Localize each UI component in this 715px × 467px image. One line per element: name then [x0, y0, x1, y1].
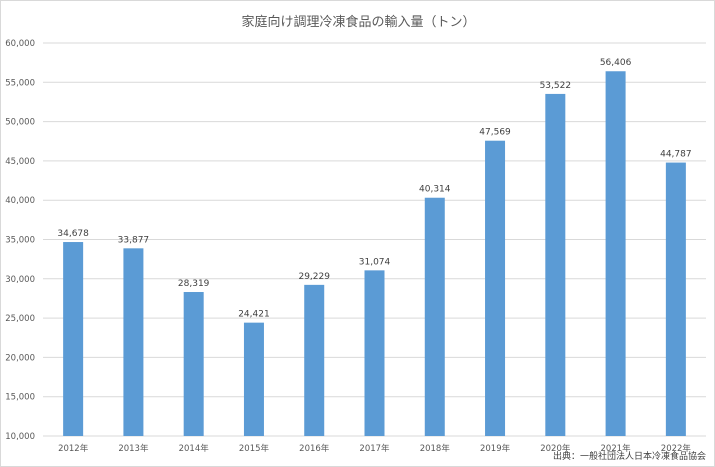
data-label: 56,406: [600, 58, 632, 68]
x-tick-label: 2012年: [58, 443, 89, 454]
x-tick-label: 2017年: [359, 443, 390, 454]
bar: [364, 270, 385, 436]
data-label: 44,787: [660, 150, 692, 160]
y-tick-label: 30,000: [5, 275, 35, 285]
y-tick-label: 25,000: [5, 314, 35, 324]
y-tick-label: 50,000: [5, 118, 35, 128]
bar: [545, 93, 566, 436]
data-label: 34,678: [57, 229, 89, 239]
y-tick-label: 60,000: [5, 39, 35, 49]
data-label: 29,229: [298, 272, 330, 282]
bar: [424, 197, 445, 436]
y-tick-label: 10,000: [5, 432, 35, 442]
chart-title: 家庭向け調理冷凍食品の輸入量（トン）: [241, 15, 476, 30]
data-label: 53,522: [540, 81, 572, 91]
x-tick-label: 2016年: [299, 443, 330, 454]
x-tick-label: 2013年: [118, 443, 149, 454]
x-tick-label: 2018年: [420, 443, 451, 454]
x-tick-label: 2014年: [179, 443, 210, 454]
y-tick-label: 20,000: [5, 353, 35, 363]
y-tick-label: 35,000: [5, 236, 35, 246]
bar: [243, 322, 264, 436]
bar: [304, 284, 325, 436]
x-tick-label: 2019年: [480, 443, 511, 454]
y-tick-label: 45,000: [5, 157, 35, 167]
source-note: 出典：一般社団法人日本冷凍食品協会: [552, 452, 706, 462]
bar: [123, 248, 144, 436]
y-tick-label: 55,000: [5, 78, 35, 88]
bar: [665, 162, 686, 437]
x-tick-label: 2020年: [540, 443, 571, 454]
bar: [485, 140, 506, 437]
data-label: 33,877: [118, 235, 150, 245]
data-label: 40,314: [419, 185, 451, 195]
x-tick-label: 2022年: [661, 443, 692, 454]
bar: [605, 71, 626, 436]
y-tick-label: 40,000: [5, 196, 35, 206]
data-label: 24,421: [238, 310, 270, 320]
bar: [63, 242, 84, 436]
x-tick-label: 2015年: [239, 443, 270, 454]
bar: [183, 292, 204, 436]
data-label: 31,074: [359, 257, 391, 267]
data-label: 28,319: [178, 279, 210, 289]
y-tick-label: 15,000: [5, 393, 35, 403]
data-label: 47,569: [479, 128, 511, 138]
x-tick-label: 2021年: [601, 443, 632, 454]
